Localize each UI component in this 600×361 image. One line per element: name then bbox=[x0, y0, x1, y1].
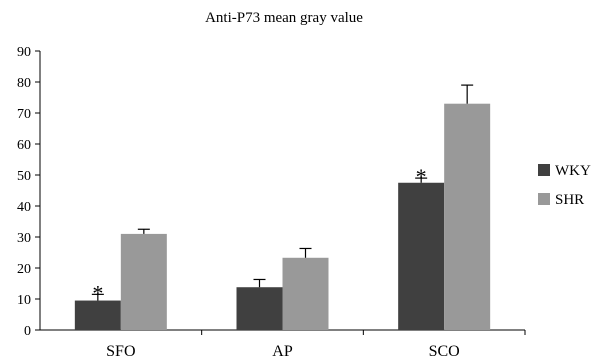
bar-wky-sco bbox=[398, 182, 445, 330]
significance-asterisk: * bbox=[92, 280, 103, 305]
bar-shr-sfo bbox=[120, 233, 167, 330]
significance-asterisk: * bbox=[416, 164, 427, 189]
x-tick-label: SCO bbox=[429, 343, 460, 360]
y-tick-label: 90 bbox=[17, 45, 31, 60]
bar-wky-sfo bbox=[74, 300, 121, 330]
legend: WKY SHR bbox=[538, 163, 591, 208]
legend-swatch-wky bbox=[538, 164, 550, 176]
bars: ** bbox=[74, 84, 491, 330]
legend-label-shr: SHR bbox=[555, 192, 584, 208]
y-tick-label: 60 bbox=[17, 138, 31, 153]
y-tick-label: 0 bbox=[24, 324, 31, 339]
x-tick-label: SFO bbox=[106, 343, 135, 360]
y-tick-label: 20 bbox=[17, 262, 31, 277]
y-tick-label: 30 bbox=[17, 231, 31, 246]
bar-wky-ap bbox=[236, 287, 283, 330]
y-tick-label: 50 bbox=[17, 169, 31, 184]
y-tick-label: 80 bbox=[17, 76, 31, 91]
chart-title: Anti-P73 mean gray value bbox=[205, 10, 363, 26]
bar-shr-sco bbox=[444, 103, 491, 330]
y-tick-label: 70 bbox=[17, 107, 31, 122]
x-tick-label: AP bbox=[272, 343, 293, 360]
axes: 0 10 20 30 40 50 60 70 80 90 SFO AP SCO bbox=[17, 45, 526, 360]
y-tick-label: 10 bbox=[17, 293, 31, 308]
legend-swatch-shr bbox=[538, 193, 550, 205]
bar-shr-ap bbox=[282, 257, 329, 330]
y-tick-label: 40 bbox=[17, 200, 31, 215]
legend-label-wky: WKY bbox=[555, 163, 591, 179]
